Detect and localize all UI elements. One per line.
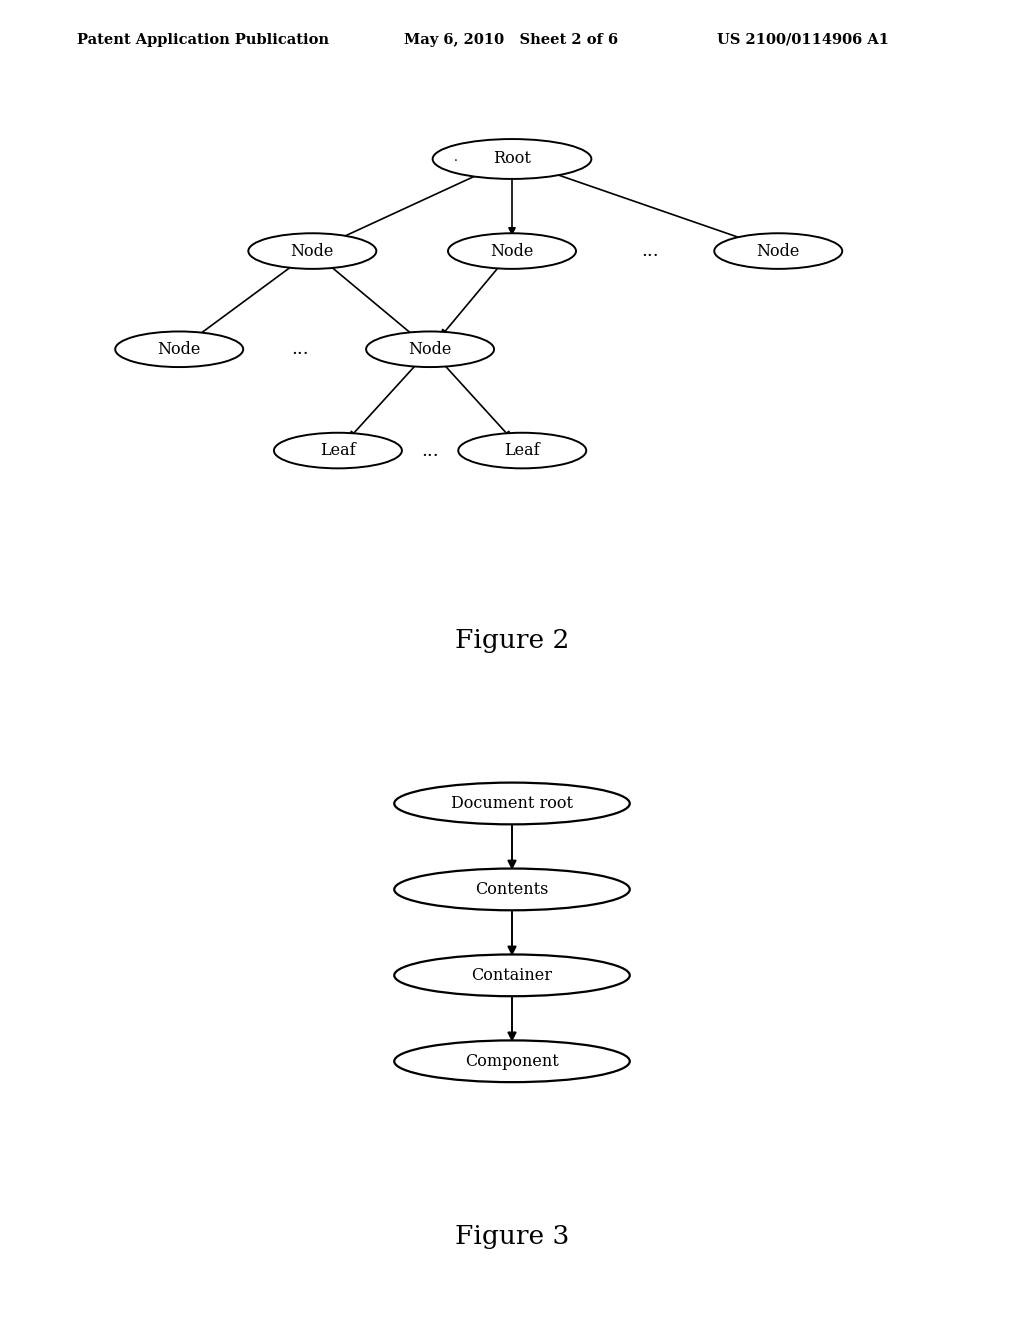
Text: Figure 3: Figure 3 — [455, 1224, 569, 1249]
Text: Document root: Document root — [451, 795, 573, 812]
Ellipse shape — [432, 139, 592, 180]
Text: US 2100/0114906 A1: US 2100/0114906 A1 — [717, 33, 889, 48]
Text: Root: Root — [494, 150, 530, 168]
Text: Leaf: Leaf — [505, 442, 540, 459]
Text: Node: Node — [757, 243, 800, 260]
Ellipse shape — [366, 331, 494, 367]
Ellipse shape — [394, 783, 630, 825]
Text: Patent Application Publication: Patent Application Publication — [77, 33, 329, 48]
Ellipse shape — [394, 869, 630, 911]
Text: Node: Node — [490, 243, 534, 260]
Text: Figure 2: Figure 2 — [455, 628, 569, 653]
Text: ...: ... — [291, 341, 309, 358]
Text: Node: Node — [291, 243, 334, 260]
Ellipse shape — [394, 954, 630, 997]
Ellipse shape — [714, 234, 842, 269]
Text: Leaf: Leaf — [321, 442, 355, 459]
Ellipse shape — [115, 331, 244, 367]
Ellipse shape — [459, 433, 586, 469]
Ellipse shape — [394, 1040, 630, 1082]
Ellipse shape — [274, 433, 401, 469]
Text: Contents: Contents — [475, 880, 549, 898]
Text: Node: Node — [158, 341, 201, 358]
Text: ...: ... — [421, 442, 439, 459]
Text: May 6, 2010   Sheet 2 of 6: May 6, 2010 Sheet 2 of 6 — [404, 33, 618, 48]
Ellipse shape — [449, 234, 575, 269]
Text: Node: Node — [409, 341, 452, 358]
Text: Component: Component — [465, 1053, 559, 1069]
Text: .: . — [454, 150, 458, 164]
Text: ...: ... — [641, 242, 659, 260]
Text: Container: Container — [471, 966, 553, 983]
Ellipse shape — [248, 234, 377, 269]
